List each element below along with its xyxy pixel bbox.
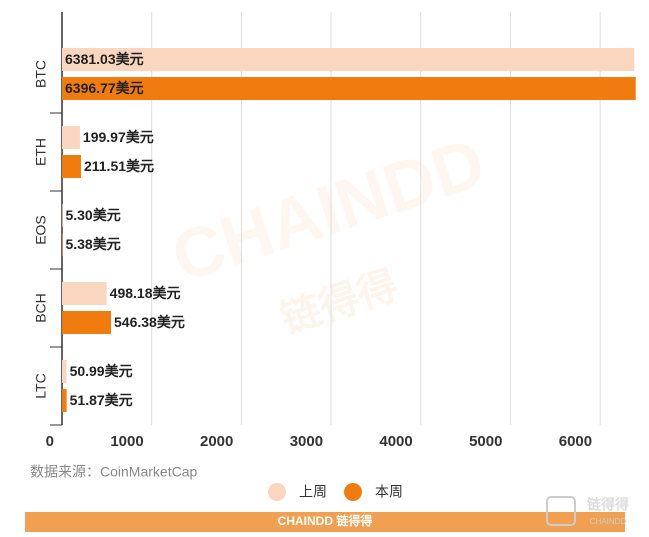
x-tick-label: 6000	[559, 433, 592, 450]
logo-icon	[546, 496, 576, 526]
footer-bar	[25, 512, 625, 532]
value-label: 51.87美元	[70, 392, 133, 408]
y-tick-label: EOS	[33, 215, 49, 245]
value-label: 5.38美元	[65, 236, 120, 252]
y-tick-label: ETH	[33, 138, 49, 166]
value-label: 211.51美元	[84, 158, 154, 174]
y-tick-label: BCH	[33, 293, 49, 323]
bar	[62, 389, 67, 412]
x-tick-label: 3000	[290, 433, 323, 450]
watermark-cn: 链得得	[275, 263, 403, 342]
legend-swatch	[344, 483, 362, 501]
bar	[62, 282, 107, 305]
x-tick-label: 2000	[200, 433, 233, 450]
bar	[62, 126, 80, 149]
x-tick-label: 5000	[469, 433, 502, 450]
bar	[62, 77, 636, 100]
value-label: 5.30美元	[65, 207, 120, 223]
value-label: 6396.77美元	[65, 80, 144, 96]
x-tick-label: 4000	[379, 433, 412, 450]
bar	[62, 155, 81, 178]
value-label: 199.97美元	[83, 129, 154, 145]
footer-text: CHAINDD 链得得	[278, 513, 373, 528]
y-tick-label: BTC	[33, 60, 49, 88]
legend-label: 上周	[299, 484, 327, 500]
legend-label: 本周	[375, 484, 403, 500]
x-tick-label: 0	[46, 433, 54, 450]
value-label: 50.99美元	[70, 363, 133, 379]
watermark: CHAINDD	[163, 123, 494, 297]
bar	[62, 360, 67, 383]
logo-text: 链得得	[587, 497, 629, 513]
bar	[62, 311, 112, 334]
y-tick-label: LTC	[33, 373, 49, 398]
bar	[62, 48, 635, 71]
value-label: 6381.03美元	[65, 51, 144, 67]
source: 数据来源：CoinMarketCap	[30, 464, 197, 480]
x-tick-label: 1000	[110, 433, 143, 450]
value-label: 498.18美元	[110, 285, 181, 301]
value-label: 546.38美元	[114, 314, 185, 330]
legend-swatch	[268, 483, 286, 501]
logo-sub: CHAINDD	[590, 517, 627, 526]
